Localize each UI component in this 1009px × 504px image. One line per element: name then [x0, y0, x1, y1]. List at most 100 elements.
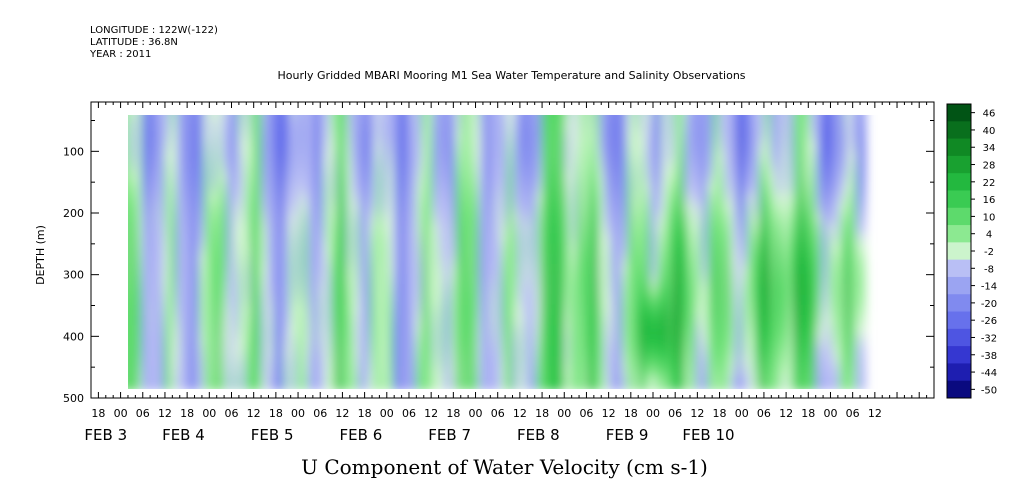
heatmap-cell	[141, 345, 152, 361]
heatmap-cell	[747, 222, 758, 238]
heatmap-cell	[158, 294, 169, 309]
heatmap-cell	[358, 151, 369, 166]
heatmap-cell	[158, 315, 169, 330]
heatmap-cell	[856, 253, 866, 268]
heatmap-cell	[232, 376, 243, 389]
heatmap-cell	[295, 140, 306, 156]
heatmap-cell	[747, 130, 758, 145]
heatmap-cell	[667, 171, 678, 186]
heatmap-cell	[535, 376, 546, 389]
heatmap-cell	[284, 192, 295, 207]
heatmap-cell	[570, 222, 580, 238]
heatmap-cell	[741, 284, 752, 299]
heatmap-cell	[821, 130, 832, 145]
heatmap-cell	[747, 263, 758, 279]
heatmap-cell	[838, 243, 849, 258]
heatmap-cell	[318, 192, 329, 207]
heatmap-cell	[335, 181, 346, 197]
heatmap-cell	[650, 243, 660, 258]
heatmap-cell	[141, 212, 152, 227]
heatmap-cell	[335, 294, 346, 309]
heatmap-cell	[410, 294, 420, 309]
heatmap-cell	[267, 181, 277, 197]
heatmap-cell	[267, 284, 277, 299]
heatmap-cell	[221, 212, 232, 227]
heatmap-cell	[450, 161, 460, 176]
heatmap-cell	[793, 335, 803, 350]
heatmap-cell	[781, 263, 792, 279]
heatmap-cell	[461, 161, 472, 176]
heatmap-cell	[610, 171, 620, 186]
heatmap-cell	[644, 325, 655, 340]
heatmap-cell	[553, 263, 563, 279]
heatmap-cell	[638, 315, 649, 330]
heatmap-cell	[667, 335, 678, 350]
heatmap-cell	[655, 181, 666, 197]
heatmap-cell	[730, 181, 740, 197]
heatmap-cell	[753, 140, 763, 156]
heatmap-cell	[758, 115, 769, 125]
heatmap-cell	[615, 376, 626, 389]
heatmap-cell	[553, 140, 563, 156]
heatmap-cell	[473, 274, 483, 289]
x-axis-label: U Component of Water Velocity (cm s-1)	[301, 455, 708, 479]
heatmap-cell	[770, 181, 780, 197]
heatmap-cell	[175, 171, 186, 186]
heatmap-cell	[570, 212, 580, 227]
heatmap-cell	[535, 284, 546, 299]
heatmap-cell	[598, 212, 609, 227]
heatmap-cell	[621, 233, 632, 248]
heatmap-cell	[410, 192, 420, 207]
heatmap-cell	[798, 140, 809, 156]
heatmap-cell	[152, 171, 163, 186]
heatmap-cell	[495, 115, 506, 125]
heatmap-cell	[690, 345, 700, 361]
heatmap-cell	[638, 171, 649, 186]
heatmap-cell	[730, 335, 740, 350]
heatmap-cell	[398, 202, 409, 217]
heatmap-cell	[147, 284, 157, 299]
heatmap-cell	[730, 161, 740, 176]
heatmap-cell	[238, 274, 249, 289]
heatmap-cell	[770, 366, 780, 381]
heatmap-cell	[484, 376, 495, 389]
heatmap-cell	[747, 120, 758, 135]
heatmap-cell	[152, 181, 163, 197]
heatmap-cell	[398, 366, 409, 381]
heatmap-cell	[833, 345, 843, 361]
heatmap-cell	[467, 130, 478, 145]
heatmap-cell	[467, 345, 478, 361]
heatmap-cell	[833, 284, 843, 299]
heatmap-cell	[553, 243, 563, 258]
heatmap-cell	[850, 212, 861, 227]
heatmap-cell	[221, 263, 232, 279]
heatmap-cell	[844, 243, 855, 258]
heatmap-cell	[272, 304, 283, 320]
heatmap-cell	[856, 243, 866, 258]
heatmap-cell	[295, 243, 306, 258]
heatmap-cell	[410, 151, 420, 166]
heatmap-cell	[215, 376, 226, 389]
heatmap-cell	[610, 274, 620, 289]
heatmap-cell	[587, 130, 598, 145]
heatmap-cell	[787, 253, 798, 268]
heatmap-cell	[181, 263, 192, 279]
heatmap-cell	[375, 366, 386, 381]
heatmap-cell	[307, 335, 317, 350]
heatmap-cell	[741, 161, 752, 176]
heatmap-cell	[775, 151, 786, 166]
heatmap-cell	[598, 263, 609, 279]
heatmap-cell	[473, 356, 483, 371]
heatmap-cell	[804, 181, 815, 197]
heatmap-cell	[798, 212, 809, 227]
heatmap-cell	[707, 345, 718, 361]
heatmap-cell	[484, 345, 495, 361]
heatmap-cell	[507, 325, 518, 340]
heatmap-cell	[530, 284, 540, 299]
heatmap-cell	[370, 130, 380, 145]
heatmap-cell	[432, 274, 443, 289]
heatmap-cell	[438, 161, 449, 176]
heatmap-cell	[467, 253, 478, 268]
heatmap-cell	[455, 335, 466, 350]
heatmap-cell	[290, 253, 300, 268]
